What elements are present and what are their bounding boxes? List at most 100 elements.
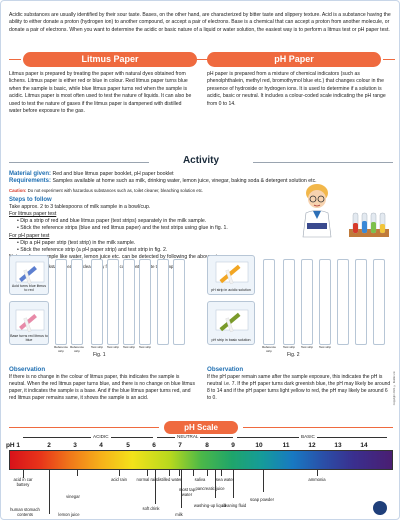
strip-label: Reference strip	[70, 345, 84, 353]
fig2-strip-slot[interactable]	[319, 259, 331, 345]
ph-test-label: For pH paper test	[9, 232, 50, 239]
caution-text: Do not experiment with hazardous substan…	[27, 188, 204, 194]
fig1-strip-slot[interactable]	[107, 259, 119, 345]
activity-header: Activity	[1, 155, 399, 169]
ph-acid-caption: pH strip in acidic solution	[211, 288, 251, 292]
fig2-strip-slot[interactable]	[283, 259, 295, 345]
acidic-arrow	[23, 437, 153, 438]
ph-paper-text: pH paper is prepared from a mixture of c…	[207, 71, 386, 107]
list-item: Dip a strip of red and blue litmus paper…	[17, 218, 393, 225]
list-item: Stick the reference strip (a pH paper st…	[17, 247, 393, 254]
ph-number: 5	[126, 442, 130, 449]
test-tubes-illustration	[349, 212, 389, 237]
example-label: cleaning fluid	[221, 503, 247, 508]
example-label: ammonia	[308, 477, 326, 482]
tick	[155, 470, 156, 504]
ph-number: 6	[152, 442, 156, 449]
requirements-label: Requirements:	[9, 178, 52, 185]
divider	[9, 427, 159, 428]
strip-label: Test strip	[138, 345, 151, 349]
ph-number: 10	[255, 442, 263, 449]
fig1-strip-slot[interactable]	[173, 259, 185, 345]
example-label: acid rain	[111, 477, 127, 482]
tick	[193, 470, 194, 476]
example-label: soft drink	[142, 506, 160, 511]
ph-scale-banner: pH Scale	[164, 421, 238, 434]
example-label: lemon juice	[58, 512, 80, 517]
ph-number: 8	[205, 442, 209, 449]
fig1-strip-slot[interactable]	[55, 259, 67, 345]
strip-label: Test strip	[300, 345, 313, 349]
ph-base-panel: pH strip in basic solution	[207, 301, 255, 345]
strip-label: Reference strip	[54, 345, 68, 353]
fig2-label: Fig. 2	[287, 352, 300, 358]
ph-number: 11	[282, 442, 290, 449]
fig1-strip-slot[interactable]	[123, 259, 135, 345]
tick	[119, 470, 120, 476]
scientist-kid-illustration	[302, 184, 332, 238]
requirements-text: Samples available at home such as milk, …	[52, 178, 317, 185]
list-item: Stick the reference strips (blue and red…	[17, 225, 393, 232]
example-label: normal rain	[136, 477, 158, 482]
acid-litmus-panel: Acid turns blue litmus to red	[9, 255, 49, 295]
ph-color-bar	[9, 450, 393, 470]
tick	[215, 470, 216, 498]
ph-steps: Dip a pH paper strip (test strip) in the…	[17, 240, 393, 254]
ph-number: 3	[73, 442, 77, 449]
fig1-strip-slot[interactable]	[91, 259, 103, 345]
material-label: Material given:	[9, 171, 52, 177]
tick	[169, 470, 170, 476]
fig2-strip-slot[interactable]	[301, 259, 313, 345]
litmus-paper-banner: Litmus Paper	[9, 52, 211, 67]
step-1: Take approx. 2 to 3 tablespoons of milk …	[9, 203, 151, 210]
tick	[207, 470, 208, 476]
tick	[23, 470, 24, 478]
ph-number: 7	[178, 442, 182, 449]
copyright-text: Copyright 2021 © Kiddle Ltd.	[393, 371, 396, 406]
publisher-logo-icon	[373, 501, 387, 515]
ph-label: pH 1	[5, 442, 21, 449]
strip-label: Test strip	[318, 345, 331, 349]
ph-base-caption: pH strip in basic solution	[211, 338, 251, 342]
tick	[179, 470, 180, 476]
fig1-strip-slot[interactable]	[157, 259, 169, 345]
example-label: sea water	[215, 477, 235, 482]
example-label: washing-up liquid	[193, 503, 227, 508]
strip-label: Test strip	[106, 345, 119, 349]
litmus-paper-text: Litmus paper is prepared by treating the…	[9, 71, 192, 115]
example-label: milk	[175, 512, 183, 517]
litmus-observation-title: Observation	[9, 366, 46, 373]
tick	[221, 470, 222, 476]
fig2-strip-slot[interactable]	[373, 259, 385, 345]
ph-number: 4	[99, 442, 103, 449]
base-litmus-panel: Base turns red litmus to blue	[9, 301, 49, 345]
tick	[233, 470, 234, 498]
example-label: human stomach contents	[10, 507, 40, 517]
example-label: most tap water	[178, 487, 196, 497]
fig2-strip-slot[interactable]	[263, 259, 275, 345]
ph-observation-title: Observation	[207, 366, 244, 373]
list-item: Dip a pH paper strip (test strip) in the…	[17, 240, 393, 247]
tick	[263, 470, 264, 492]
fig2-strip-slot[interactable]	[355, 259, 367, 345]
strip-label: Test strip	[122, 345, 135, 349]
strip-label: Reference strip	[262, 345, 276, 353]
nature-note: Nature of any sample like water, lemon j…	[9, 254, 227, 261]
fig1-strip-slot[interactable]	[71, 259, 83, 345]
ph-paper-banner: pH Paper	[193, 52, 395, 67]
intro-paragraph: Acidic substances are usually identified…	[9, 12, 391, 33]
fig1-label: Fig. 1	[93, 352, 106, 358]
example-label: soap powder	[250, 497, 274, 502]
fig2-strip-slot[interactable]	[337, 259, 349, 345]
caution-label: Caution:	[9, 188, 27, 194]
neutral-label: NEUTRAL	[175, 434, 201, 439]
steps-label: Steps to follow	[9, 196, 52, 203]
tick	[49, 470, 50, 514]
base-caption: Base turns red litmus to blue	[10, 334, 48, 342]
example-label: vinegar	[66, 494, 80, 499]
litmus-test-label: For litmus paper test	[9, 211, 57, 218]
activity-title: Activity	[182, 155, 220, 166]
divider	[243, 427, 393, 428]
fig1-strip-slot[interactable]	[139, 259, 151, 345]
